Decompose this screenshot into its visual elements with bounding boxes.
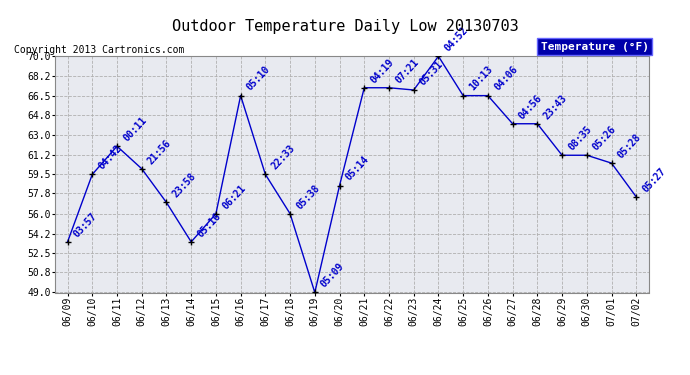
- Text: 23:43: 23:43: [542, 93, 569, 121]
- Text: 05:31: 05:31: [418, 59, 445, 87]
- Text: 06:21: 06:21: [220, 183, 248, 211]
- Text: 22:33: 22:33: [270, 143, 297, 172]
- Text: 04:52: 04:52: [442, 25, 470, 54]
- Text: 03:57: 03:57: [72, 211, 99, 239]
- Text: 05:09: 05:09: [319, 261, 346, 290]
- Text: Outdoor Temperature Daily Low 20130703: Outdoor Temperature Daily Low 20130703: [172, 19, 518, 34]
- Text: 05:16: 05:16: [195, 211, 223, 239]
- Text: 07:21: 07:21: [393, 57, 420, 85]
- Text: 05:14: 05:14: [344, 154, 371, 183]
- Text: 10:13: 10:13: [467, 64, 495, 93]
- Text: 00:11: 00:11: [121, 115, 148, 144]
- Text: 05:28: 05:28: [615, 132, 643, 160]
- Text: 08:35: 08:35: [566, 124, 593, 153]
- Text: Temperature (°F): Temperature (°F): [540, 42, 649, 51]
- Text: 05:38: 05:38: [294, 183, 322, 211]
- Text: 05:10: 05:10: [245, 64, 272, 93]
- Text: 04:56: 04:56: [517, 93, 544, 121]
- Text: 23:58: 23:58: [170, 171, 198, 200]
- Text: 05:27: 05:27: [640, 166, 668, 194]
- Text: 04:19: 04:19: [368, 57, 396, 85]
- Text: 05:26: 05:26: [591, 124, 618, 153]
- Text: Copyright 2013 Cartronics.com: Copyright 2013 Cartronics.com: [14, 45, 184, 55]
- Text: 04:42: 04:42: [97, 143, 124, 172]
- Text: 21:56: 21:56: [146, 138, 173, 166]
- Text: 04:06: 04:06: [492, 64, 520, 93]
